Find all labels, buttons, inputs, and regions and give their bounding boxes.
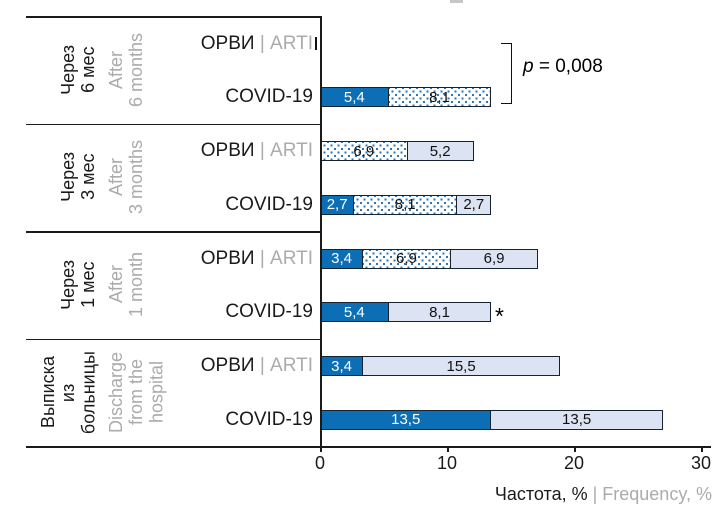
group-separator-line (26, 231, 320, 233)
bar-segment-value: 5,4 (343, 303, 365, 321)
stacked-bar: 2,7 8,1 2,7 (320, 194, 492, 215)
cropped-title-remnant (450, 0, 463, 3)
row-label-main: ОРВИ (200, 355, 255, 376)
bar-segment-value: 6,9 (396, 250, 417, 267)
stacked-bar: 6,9 5,2 (320, 141, 474, 161)
p-symbol: p (523, 56, 534, 77)
bar-segment-dark: 2,7 (320, 194, 355, 215)
x-axis-title-ru: Частота, % (494, 484, 588, 504)
row-label-suffix: | ARTI (254, 355, 313, 376)
bar-segment-value: 2,7 (463, 196, 485, 213)
row-label: COVID-19 (26, 300, 313, 324)
group-separator-line (26, 16, 320, 18)
p-value-label: p = 0,008 (523, 56, 603, 78)
bar-segment-value: 13,5 (562, 411, 592, 428)
x-axis-title-en: | Frequency, % (587, 484, 712, 504)
bar-segment-dot: 8,1 (388, 87, 492, 107)
row-label: ОРВИ | ARTI (26, 354, 313, 378)
bar-segment-value: 8,1 (394, 196, 416, 213)
x-axis-title: Частота, % | Frequency, % (320, 484, 712, 505)
row-label: ОРВИ | ARTI (26, 32, 313, 56)
row-label-main: COVID-19 (225, 301, 313, 322)
bar-segment-dark: 5,4 (320, 87, 389, 107)
bar-segment-dot: 6,9 (363, 248, 451, 269)
bar-segment-light: 6,9 (450, 248, 539, 269)
row-label-suffix: | ARTI (254, 247, 313, 269)
bar-segment-dot: 8,1 (354, 194, 458, 215)
bar-segment-value: 3,4 (331, 250, 353, 267)
row-label-main: COVID-19 (225, 408, 313, 430)
bar-segment-light: 13,5 (491, 409, 663, 430)
stacked-bar: 3,4 15,5 (320, 356, 561, 376)
row-label-suffix: | ARTI (254, 140, 313, 161)
bar-segment-value: 8,1 (429, 88, 450, 106)
x-tick-mark (447, 446, 449, 452)
bar-segment-value: 15,5 (446, 357, 476, 375)
row-label-main: COVID-19 (225, 86, 313, 107)
row-label: COVID-19 (26, 193, 313, 217)
x-tick-mark (320, 446, 322, 452)
bar-segment-value: 6,9 (353, 142, 375, 160)
x-tick-label: 0 (314, 453, 325, 473)
bar-segment-value: 6,9 (483, 250, 505, 267)
p-value-text: = 0,008 (533, 56, 603, 77)
significance-asterisk: * (495, 303, 504, 329)
stacked-bar: 5,4 8,1 (320, 87, 492, 107)
bar-segment-value: 3,4 (331, 357, 353, 375)
row-label: COVID-19 (26, 85, 313, 109)
group-separator-line (26, 338, 320, 340)
row-label-suffix: | ARTI (254, 32, 313, 54)
row-label-main: COVID-19 (225, 193, 313, 215)
x-tick-label: 30 (690, 453, 712, 473)
stacked-bar: 5,4 8,1 (320, 302, 492, 322)
stacked-bar: 3,4 6,9 6,9 (320, 248, 539, 269)
bar-segment-light: 15,5 (363, 356, 561, 376)
value-axis-line (320, 16, 322, 447)
row-label: ОРВИ | ARTI (26, 247, 313, 271)
bar-segment-light: 8,1 (388, 302, 492, 322)
bar-segment-dark: 3,4 (320, 356, 364, 376)
stacked-bar: 13,5 13,5 (320, 409, 663, 430)
bar-segment-dark: 5,4 (320, 302, 389, 322)
bar-segment-dot: 6,9 (320, 141, 408, 161)
bar-segment-value: 13,5 (391, 411, 421, 428)
bar-segment-value: 2,7 (326, 196, 348, 213)
bar-segment-value: 5,2 (429, 142, 451, 160)
p-value-bracket (501, 43, 512, 104)
bar-segment-dark: 13,5 (320, 409, 492, 430)
bar-segment-light: 5,2 (407, 141, 474, 161)
bar-segment-dark: 3,4 (320, 248, 364, 269)
bar-segment-value: 8,1 (429, 303, 450, 321)
x-tick-mark (574, 446, 576, 452)
row-label: COVID-19 (26, 408, 313, 432)
bar-segment-value: 5,4 (343, 88, 365, 106)
x-tick-mark (701, 446, 703, 452)
row-label-main: ОРВИ (200, 247, 255, 269)
bar-segment-light: 2,7 (457, 194, 492, 215)
row-label-main: ОРВИ (200, 32, 255, 54)
x-tick-label: 10 (436, 453, 458, 473)
row-label: ОРВИ | ARTI (26, 139, 313, 163)
x-axis-line (26, 446, 711, 448)
row-label-main: ОРВИ (200, 140, 255, 161)
x-tick-label: 20 (563, 453, 585, 473)
group-separator-line (26, 123, 320, 125)
zero-value-stub (315, 37, 317, 50)
